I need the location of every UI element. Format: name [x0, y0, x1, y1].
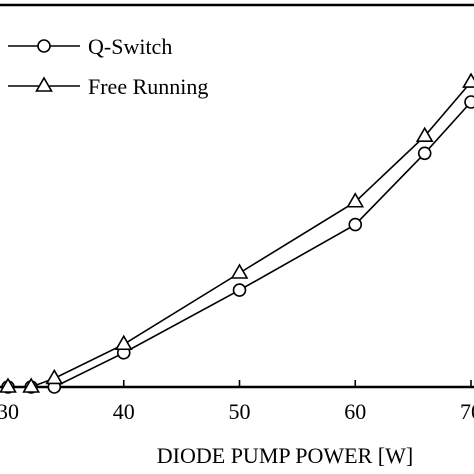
data-point-q-switch-70 [464, 95, 474, 109]
legend-label-q-switch: Q-Switch [88, 34, 172, 59]
data-point-q-switch-50 [232, 283, 247, 297]
series-layer [0, 72, 474, 394]
data-point-free-running-32 [22, 377, 41, 393]
data-point-q-switch-60 [348, 217, 363, 232]
legend: Q-Switch Free Running [8, 34, 208, 99]
x-tick-label-70: 70 [460, 399, 474, 424]
x-axis-ticks: 30 40 50 60 70 [0, 380, 474, 424]
legend-marker-free-running [35, 76, 53, 92]
legend-label-free-running: Free Running [88, 74, 208, 99]
data-point-free-running-70 [462, 72, 474, 88]
data-point-free-running-34 [45, 368, 64, 385]
data-point-free-running-60 [346, 192, 365, 208]
data-point-q-switch-66 [417, 146, 432, 161]
plot-frame [0, 3, 474, 389]
series-line-q-switch [8, 101, 472, 388]
x-tick-label-50: 50 [229, 399, 251, 424]
legend-marker-q-switch [37, 39, 51, 53]
data-point-free-running-40 [114, 334, 133, 351]
series-line-free-running [8, 81, 472, 388]
x-tick-label-30: 30 [0, 399, 19, 424]
x-axis-title: DIODE PUMP POWER [W] [157, 443, 413, 468]
x-tick-label-40: 40 [113, 399, 135, 424]
data-point-free-running-66 [415, 126, 434, 142]
x-tick-label-60: 60 [344, 399, 366, 424]
data-point-free-running-30 [0, 377, 17, 393]
data-point-free-running-50 [230, 263, 249, 279]
